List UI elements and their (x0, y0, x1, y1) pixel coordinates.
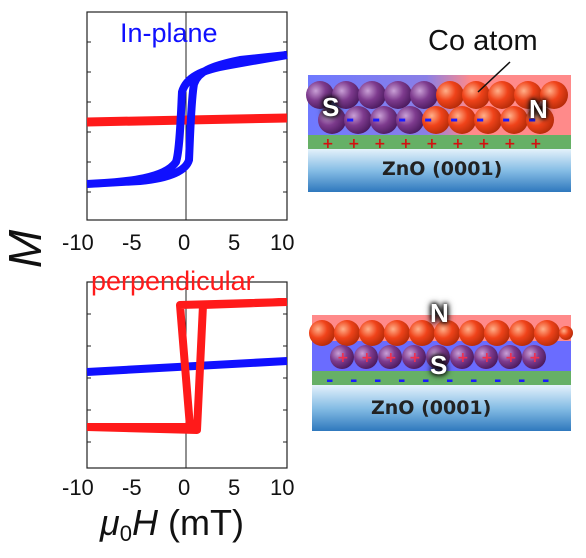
co-atom-callout-line (477, 61, 511, 93)
top-north-pole-label: N (529, 94, 548, 124)
svg-text:+: + (529, 350, 541, 366)
top-negative-charges: --- --- -- (346, 107, 536, 131)
svg-text:+: + (348, 136, 360, 152)
bottom-upper-atom-row (309, 320, 573, 346)
in-plane-blue-curve (86, 51, 288, 188)
x-axis-subscript: 0 (119, 521, 132, 546)
svg-text:-: - (446, 370, 453, 391)
svg-text:-: - (374, 370, 381, 391)
y-axis-label: M (0, 229, 52, 269)
svg-text:+: + (457, 350, 469, 366)
svg-text:-: - (494, 370, 501, 391)
svg-text:+: + (530, 136, 542, 152)
svg-text:-: - (450, 107, 458, 131)
x-axis-mu: μ (100, 502, 120, 543)
svg-text:+: + (481, 350, 493, 366)
bottom-zno-substrate (312, 385, 571, 431)
top-interface-layer (308, 135, 571, 149)
top-upper-atom-row (306, 81, 568, 109)
svg-text:+: + (400, 136, 412, 152)
x-axis-label: μ0H (mT) (100, 502, 244, 547)
bottom-substrate-label: ZnO (0001) (371, 397, 492, 419)
svg-text:+: + (322, 136, 334, 152)
perpendicular-tick-label: 5 (228, 475, 241, 500)
in-plane-label: In-plane (120, 18, 218, 48)
svg-text:+: + (504, 136, 516, 152)
in-plane-tick-label: 0 (178, 230, 191, 255)
bottom-positive-charges: + + + + + + + + (337, 350, 541, 366)
in-plane-tick-label: 5 (228, 230, 241, 255)
svg-text:+: + (426, 136, 438, 152)
in-plane-schematic: --- --- -- + + + + + + + + + (306, 61, 571, 192)
svg-text:+: + (337, 350, 349, 366)
bottom-interface-layer (312, 371, 571, 385)
x-axis-h: H (131, 502, 158, 543)
svg-text:+: + (374, 136, 386, 152)
top-lower-atom-row (318, 106, 554, 134)
svg-text:+: + (409, 350, 421, 366)
co-atom-label: Co atom (428, 25, 538, 57)
svg-text:-: - (518, 370, 525, 391)
svg-text:+: + (478, 136, 490, 152)
in-plane-tick-label: -5 (122, 230, 142, 255)
perpendicular-tick-label: 10 (270, 475, 295, 500)
svg-text:-: - (326, 370, 333, 391)
bottom-south-pole-label: S (430, 350, 448, 380)
svg-text:-: - (372, 107, 380, 131)
svg-text:-: - (422, 370, 429, 391)
svg-text:-: - (398, 107, 406, 131)
svg-text:-: - (476, 107, 484, 131)
top-positive-charges: + + + + + + + + + (322, 136, 542, 152)
top-substrate-label: ZnO (0001) (382, 158, 503, 180)
perpendicular-schematic: + + + + + + + + --- --- --- - (309, 315, 573, 431)
in-plane-tick-label: -10 (62, 230, 94, 255)
svg-text:-: - (398, 370, 405, 391)
bottom-negative-charges: --- --- --- - (326, 370, 549, 391)
perpendicular-red-curve (86, 298, 288, 434)
svg-text:+: + (505, 350, 517, 366)
svg-text:+: + (385, 350, 397, 366)
top-south-pole-label: S (322, 92, 340, 122)
in-plane-plot (86, 11, 288, 221)
svg-text:-: - (470, 370, 477, 391)
perpendicular-tick-label: -5 (122, 475, 142, 500)
svg-text:+: + (452, 136, 464, 152)
svg-text:-: - (528, 107, 536, 131)
svg-text:-: - (542, 370, 549, 391)
perpendicular-tick-label: 0 (178, 475, 191, 500)
bottom-north-pole-label: N (430, 298, 449, 328)
svg-text:-: - (350, 370, 357, 391)
top-zno-substrate (308, 149, 571, 192)
x-axis-unit: (mT) (157, 502, 244, 543)
svg-text:-: - (346, 107, 354, 131)
in-plane-tick-label: 10 (270, 230, 295, 255)
svg-text:-: - (502, 107, 510, 131)
perpendicular-tick-label: -10 (62, 475, 94, 500)
perpendicular-label: perpendicular (91, 266, 255, 296)
bottom-lower-atom-row (330, 345, 546, 369)
svg-text:-: - (424, 107, 432, 131)
svg-text:+: + (361, 350, 373, 366)
perpendicular-plot (86, 281, 288, 469)
